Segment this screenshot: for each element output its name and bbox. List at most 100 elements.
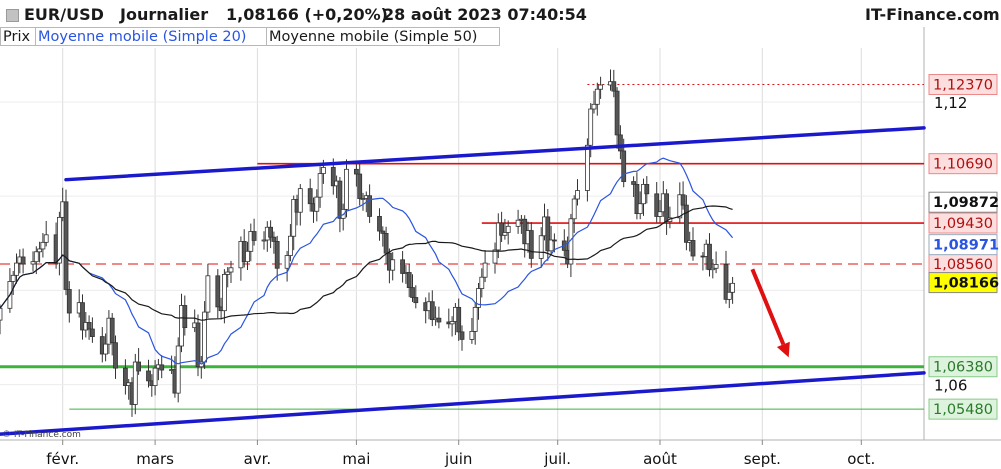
candle (436, 306, 442, 329)
candle (446, 308, 452, 329)
legend-ma20[interactable]: Moyenne mobile (Simple 20) (35, 27, 267, 46)
candle-body-down (621, 150, 627, 182)
candle-body-up (344, 168, 349, 210)
candle-body-up (175, 345, 181, 394)
candle (571, 195, 577, 233)
candle (0, 304, 3, 335)
candle-body-up (637, 203, 643, 215)
candle-body-up (284, 255, 290, 269)
watermark: © IT-Finance.com (2, 430, 81, 440)
candle (594, 82, 600, 116)
candle (10, 270, 16, 295)
candle-body-up (225, 271, 231, 275)
date-axis: févr. mars avr. mai juin juil. août sept. oct. (46, 440, 875, 468)
candle (86, 315, 92, 340)
candle (66, 281, 72, 323)
level-label-text: 1,05480 (933, 402, 993, 418)
candle (456, 298, 462, 341)
candle (644, 176, 650, 204)
candle-body-up (37, 248, 42, 253)
candle-body-down (459, 331, 465, 340)
x-tick-label: juil. (543, 450, 571, 468)
candle (429, 290, 435, 327)
candle-body-up (103, 343, 108, 355)
candle (215, 269, 221, 319)
candle (390, 252, 396, 281)
candle-body-down (545, 216, 551, 252)
ma20-value-label: 1,08971 (928, 234, 999, 256)
candle-body-down (383, 232, 389, 254)
candle-body-down (215, 275, 221, 308)
candle-body-down (413, 297, 419, 304)
candle (657, 199, 663, 223)
candle (410, 274, 415, 302)
candle-body-up (449, 321, 455, 325)
candle-body-down (136, 361, 142, 372)
ma50-line (0, 205, 733, 321)
level-label: 1,08560 (928, 253, 998, 275)
candle-body-down (611, 81, 617, 92)
candle (634, 172, 640, 220)
candle (40, 232, 46, 258)
candle (291, 195, 297, 251)
candle-body-down (357, 173, 363, 199)
chart-menu-icon[interactable] (6, 9, 19, 22)
candle-body-up (492, 249, 498, 264)
candle-body-up (598, 84, 603, 90)
candle-body-down (251, 231, 257, 241)
candle (730, 276, 735, 304)
candle-body-down (307, 188, 313, 205)
candle (459, 325, 465, 351)
candle (469, 317, 475, 344)
candle-body-up (713, 264, 719, 269)
candle (548, 225, 554, 255)
candle-body-down (723, 264, 729, 300)
candle (132, 353, 138, 415)
x-tick-label: avr. (244, 450, 272, 468)
candle-body-down (406, 272, 412, 288)
candle-body-up (291, 199, 297, 237)
candle-body-down (644, 183, 650, 195)
candle-body-up (505, 225, 511, 233)
candle-body-up (677, 194, 683, 219)
candle (146, 359, 151, 388)
level-label-box (928, 356, 998, 378)
candle (492, 242, 498, 274)
candles (0, 69, 735, 417)
x-tick-label: juin (444, 450, 472, 468)
candle-body-down (159, 364, 165, 371)
arrow-shaft (750, 268, 786, 346)
candle (400, 250, 406, 283)
candle-body-down (684, 204, 689, 243)
candle (472, 302, 478, 345)
candle-body-up (314, 196, 320, 212)
candle-body-up (495, 222, 501, 251)
level-label: 1,06380 (928, 356, 998, 378)
candle-body-up (390, 259, 396, 271)
candle (182, 295, 188, 336)
candle (33, 246, 39, 275)
candle-body-down (410, 287, 415, 298)
candle-body-down (436, 317, 442, 323)
candle-body-up (317, 173, 323, 198)
candle (726, 283, 732, 309)
candle (261, 231, 267, 250)
candle-body-down (499, 222, 505, 236)
legend-ma50[interactable]: Moyenne mobile (Simple 50) (266, 27, 500, 46)
candle-body-down (109, 317, 115, 344)
candle-body-up (591, 103, 597, 110)
candle-body-down (654, 193, 660, 217)
candle (684, 195, 689, 251)
candle-body-down (274, 241, 280, 269)
level-label-text: 1,12370 (933, 78, 993, 94)
candle-body-up (594, 88, 600, 105)
candle-body-up (0, 307, 3, 321)
candle (251, 218, 257, 246)
candle-body-up (43, 234, 49, 243)
candle (515, 209, 521, 234)
grid (0, 27, 1001, 441)
candle-body-up (33, 251, 39, 263)
candle (377, 208, 382, 241)
candle-body-down (552, 239, 557, 242)
y-tick-label: 1,12 (934, 94, 967, 112)
